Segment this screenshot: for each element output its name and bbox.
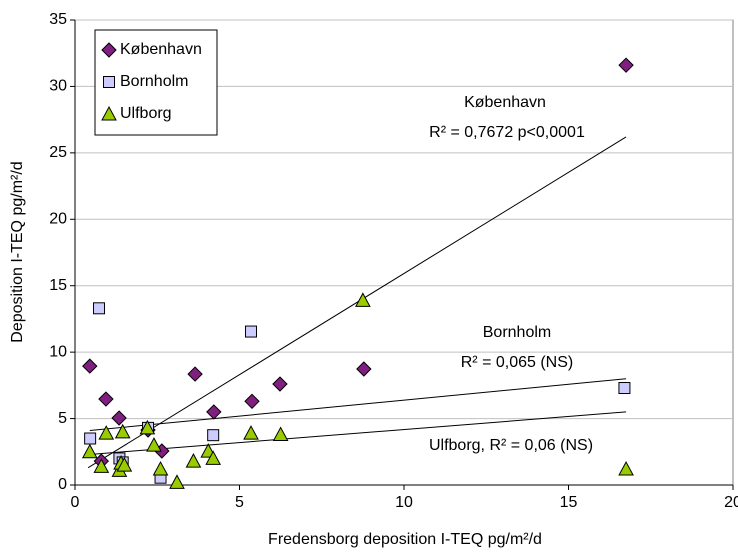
marker <box>272 426 289 442</box>
annotation: Bornholm <box>483 324 551 341</box>
marker <box>618 57 634 73</box>
marker <box>103 76 115 88</box>
marker <box>152 461 169 476</box>
marker <box>206 404 222 420</box>
marker <box>207 429 220 442</box>
y-axis-title: Deposition I-TEQ pg/m²/d <box>9 161 26 342</box>
y-tick-label: 5 <box>58 410 67 427</box>
legend-label: København <box>120 41 202 58</box>
marker <box>81 443 98 459</box>
marker <box>116 457 133 472</box>
x-tick-label: 0 <box>71 494 80 511</box>
marker <box>355 292 371 307</box>
marker <box>618 382 631 395</box>
marker <box>205 450 222 465</box>
legend-label: Ulfborg <box>120 105 172 122</box>
marker <box>93 302 106 315</box>
marker <box>356 361 372 377</box>
x-tick-label: 15 <box>560 494 578 511</box>
y-tick-label: 0 <box>58 476 67 493</box>
marker <box>114 423 131 439</box>
marker <box>101 105 117 121</box>
annotation: R² = 0,7672 p<0,0001 <box>429 124 585 141</box>
y-tick-label: 10 <box>49 343 67 360</box>
marker <box>101 42 117 58</box>
x-axis-title: Fredensborg deposition I-TEQ pg/m²/d <box>268 531 542 548</box>
marker <box>185 453 202 468</box>
trend-line <box>87 136 627 469</box>
y-tick-label: 35 <box>49 11 67 28</box>
marker <box>272 376 288 392</box>
y-tick-label: 20 <box>49 211 67 228</box>
y-tick-label: 15 <box>49 277 67 294</box>
y-tick-label: 25 <box>49 144 67 161</box>
x-tick-label: 10 <box>395 494 413 511</box>
marker <box>244 393 260 410</box>
legend-label: Bornholm <box>120 73 188 90</box>
marker <box>93 458 110 473</box>
x-tick-label: 20 <box>724 494 738 511</box>
annotation: Ulfborg, R² = 0,06 (NS) <box>429 437 593 454</box>
trend-line <box>89 411 627 455</box>
marker <box>187 366 203 382</box>
marker <box>82 358 98 374</box>
marker <box>139 419 156 435</box>
x-tick-label: 5 <box>235 494 244 511</box>
trend-line <box>89 378 627 432</box>
marker <box>98 425 115 440</box>
y-tick-label: 30 <box>49 78 67 95</box>
marker <box>618 461 634 476</box>
marker <box>243 425 259 440</box>
annotation: R² = 0,065 (NS) <box>461 354 573 371</box>
marker <box>84 432 97 445</box>
marker <box>169 474 185 489</box>
marker <box>146 437 162 452</box>
marker <box>111 410 127 426</box>
marker <box>245 325 258 338</box>
marker <box>98 391 114 407</box>
legend-box <box>94 29 218 136</box>
annotation: København <box>464 94 546 111</box>
